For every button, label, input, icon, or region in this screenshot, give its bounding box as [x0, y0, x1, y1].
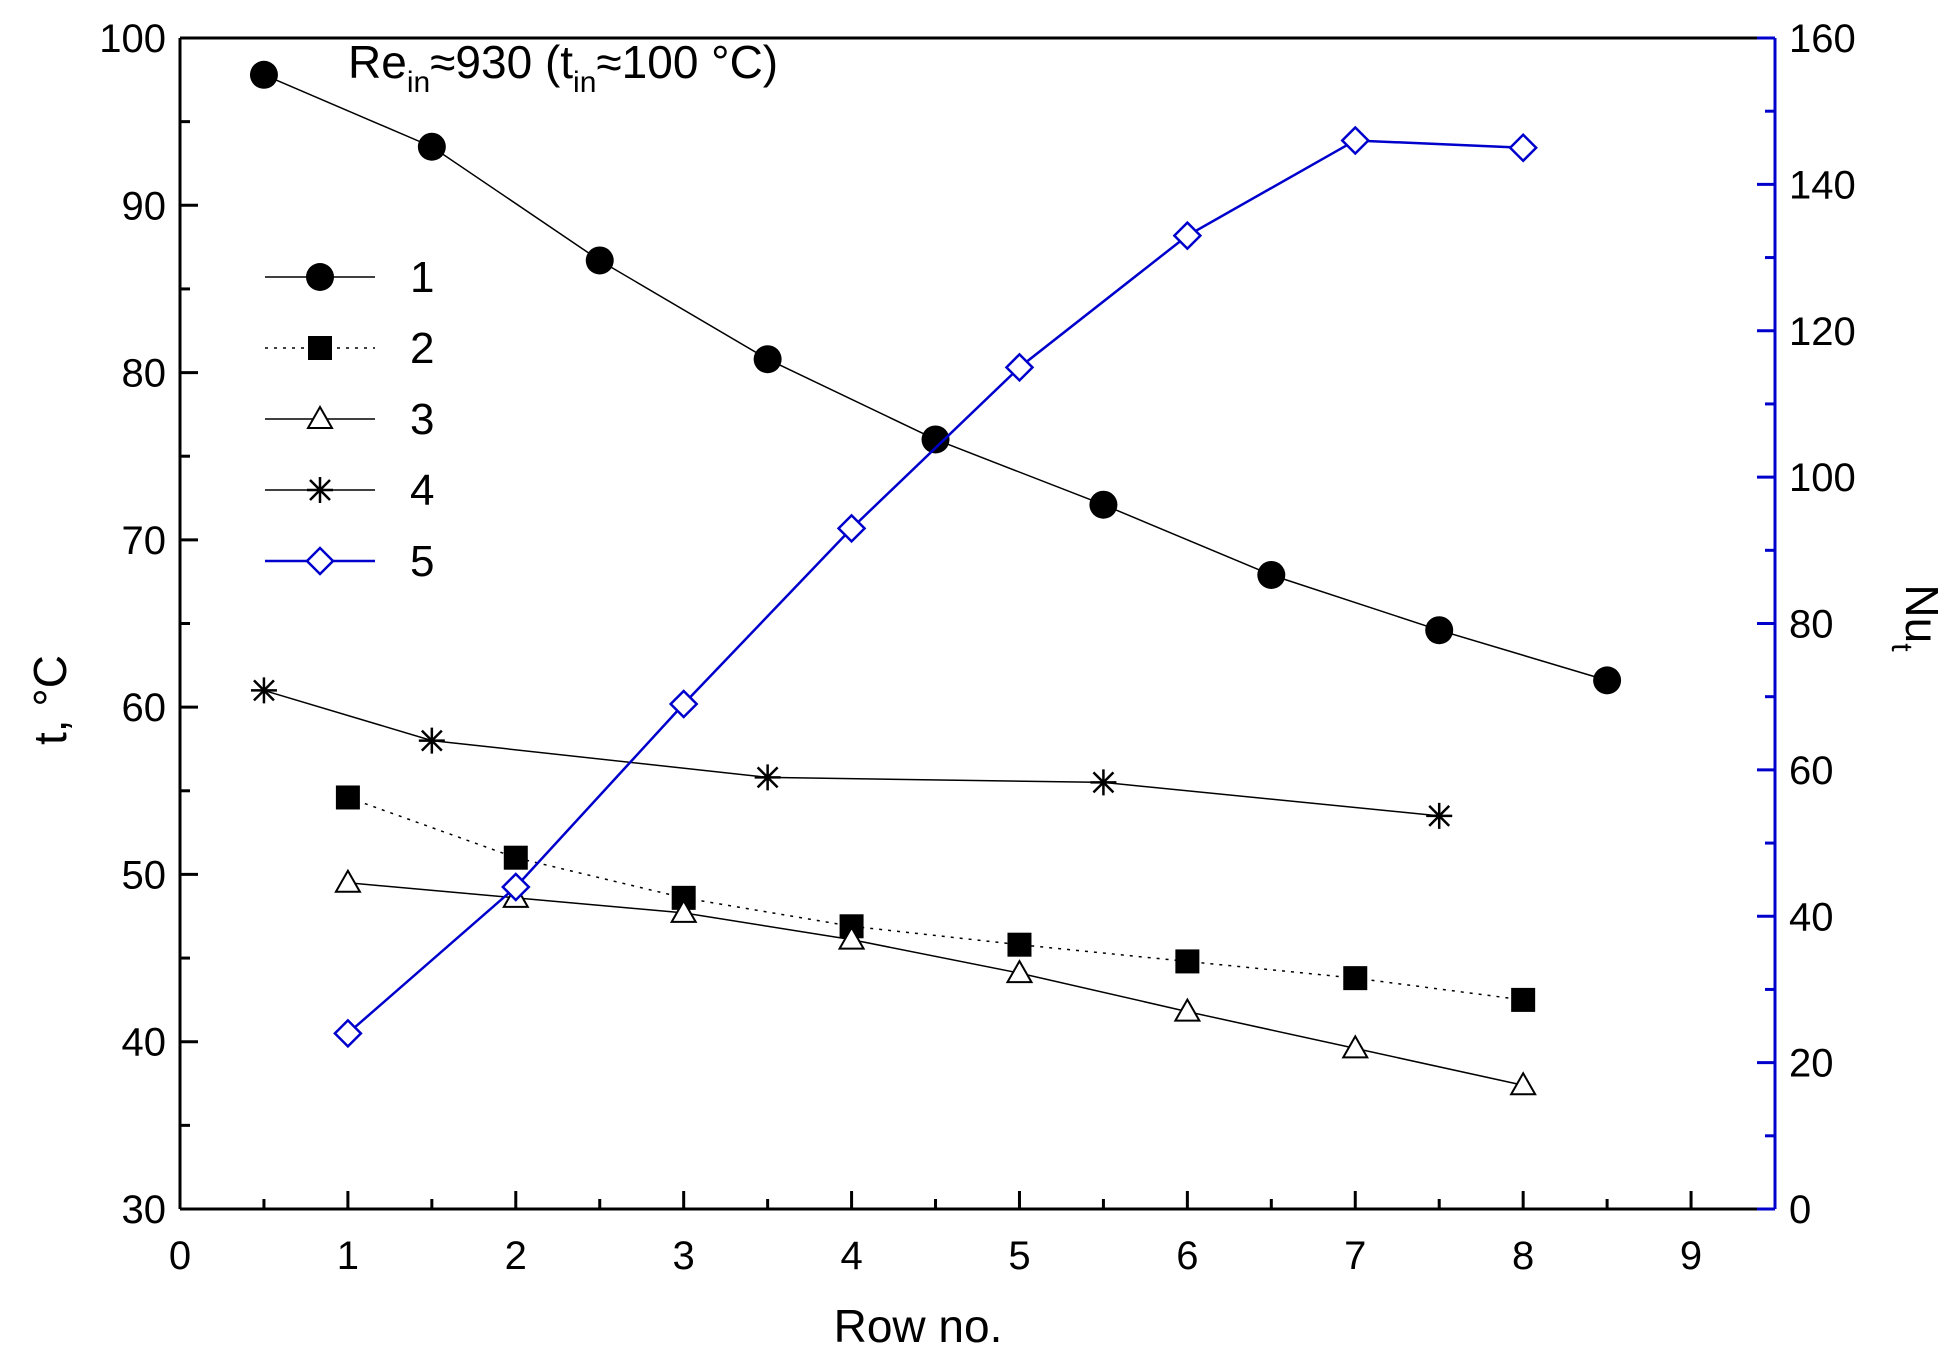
data-point: [1007, 932, 1032, 957]
data-point: [754, 764, 781, 791]
y2-tick-label: 80: [1789, 603, 1834, 647]
y2-tick-label: 0: [1789, 1188, 1811, 1232]
data-point: [249, 60, 278, 89]
y2-tick-label: 20: [1789, 1042, 1834, 1086]
data-point: [1340, 125, 1371, 156]
legend-item: 1: [265, 253, 434, 302]
series-3: [334, 868, 1537, 1096]
x-tick-label: 6: [1176, 1234, 1198, 1278]
data-point: [418, 727, 445, 754]
data-point: [501, 872, 531, 902]
data-point: [334, 868, 362, 893]
legend-item: 2: [265, 324, 434, 373]
x-tick-label: 4: [840, 1234, 862, 1278]
data-point: [1175, 949, 1200, 974]
series-1: [249, 60, 1622, 695]
data-point: [1425, 616, 1454, 645]
data-point: [836, 513, 867, 544]
data-point: [669, 898, 698, 923]
data-point: [837, 925, 866, 950]
legend-label: 4: [410, 466, 434, 515]
data-point: [1511, 987, 1536, 1012]
data-point: [585, 246, 614, 275]
series-5: [333, 125, 1538, 1049]
data-point: [1004, 352, 1035, 383]
data-point: [1173, 997, 1202, 1022]
y2-axis-label: Nut: [1885, 584, 1948, 652]
x-tick-label: 7: [1344, 1234, 1366, 1278]
data-point: [1593, 666, 1622, 695]
x-tick-label: 9: [1680, 1234, 1702, 1278]
legend-label: 5: [410, 537, 434, 586]
series-line: [347, 882, 1524, 1086]
axes: 0 1 2 3 4 5 6 7 8 9 30 40 50 60 70 80 90 100 0 20 40 60 80 100 1…: [99, 17, 1856, 1278]
y-tick-label: 60: [122, 686, 167, 730]
series-line: [263, 74, 1608, 682]
y2-tick-label: 60: [1789, 749, 1834, 793]
chart-title: Rein≈930 (tin≈100 °C): [348, 36, 778, 99]
series-line: [263, 689, 1440, 817]
series-2: [335, 785, 1536, 1012]
y2-tick-label: 160: [1789, 17, 1856, 61]
x-tick-label: 3: [673, 1234, 695, 1278]
legend: 1 2 3 4 5: [265, 253, 434, 586]
y-tick-label: 90: [122, 184, 167, 228]
legend-item: 3: [265, 395, 434, 444]
data-point: [1509, 1071, 1537, 1096]
data-point: [1343, 966, 1368, 991]
x-tick-label: 0: [169, 1234, 191, 1278]
plot-series: [249, 60, 1622, 1096]
data-point: [1090, 769, 1117, 796]
y-tick-label: 50: [122, 853, 167, 897]
legend-item: 5: [265, 537, 434, 586]
data-point: [250, 677, 277, 704]
y-axis-label: t, °C: [24, 655, 76, 745]
data-point: [335, 785, 360, 810]
data-point: [503, 845, 528, 870]
x-tick-label: 5: [1008, 1234, 1030, 1278]
legend-label: 1: [410, 253, 434, 302]
y-tick-label: 100: [99, 17, 166, 61]
legend-marker: [307, 477, 333, 503]
x-tick-label: 8: [1512, 1234, 1534, 1278]
data-point: [1005, 959, 1034, 984]
y-tick-label: 80: [122, 352, 167, 396]
y-tick-label: 40: [122, 1021, 167, 1065]
y2-tick-label: 140: [1789, 163, 1856, 207]
legend-label: 2: [410, 324, 434, 373]
data-point: [1341, 1034, 1369, 1059]
data-point: [1172, 220, 1203, 251]
data-point: [1426, 802, 1453, 829]
data-point: [1089, 490, 1118, 519]
series-4: [250, 677, 1453, 829]
y2-tick-label: 40: [1789, 895, 1834, 939]
data-point: [333, 1018, 363, 1049]
legend-marker: [308, 336, 332, 360]
legend-item: 4: [265, 466, 434, 515]
data-point: [921, 425, 950, 454]
x-axis-label: Row no.: [834, 1300, 1003, 1352]
x-tick-label: 2: [505, 1234, 527, 1278]
data-point: [753, 345, 782, 374]
legend-marker: [306, 404, 334, 429]
series-line: [347, 796, 1524, 1001]
y-tick-label: 30: [122, 1188, 167, 1232]
data-point: [1257, 560, 1286, 589]
y2-tick-label: 120: [1789, 310, 1856, 354]
data-point: [668, 689, 699, 719]
legend-marker: [305, 546, 335, 576]
series-line: [347, 139, 1524, 1035]
x-tick-label: 1: [337, 1234, 359, 1278]
y2-tick-label: 100: [1789, 456, 1856, 500]
legend-label: 3: [410, 395, 434, 444]
legend-marker: [306, 263, 334, 291]
y-tick-label: 70: [122, 519, 167, 563]
data-point: [417, 132, 446, 161]
data-point: [1508, 133, 1538, 163]
